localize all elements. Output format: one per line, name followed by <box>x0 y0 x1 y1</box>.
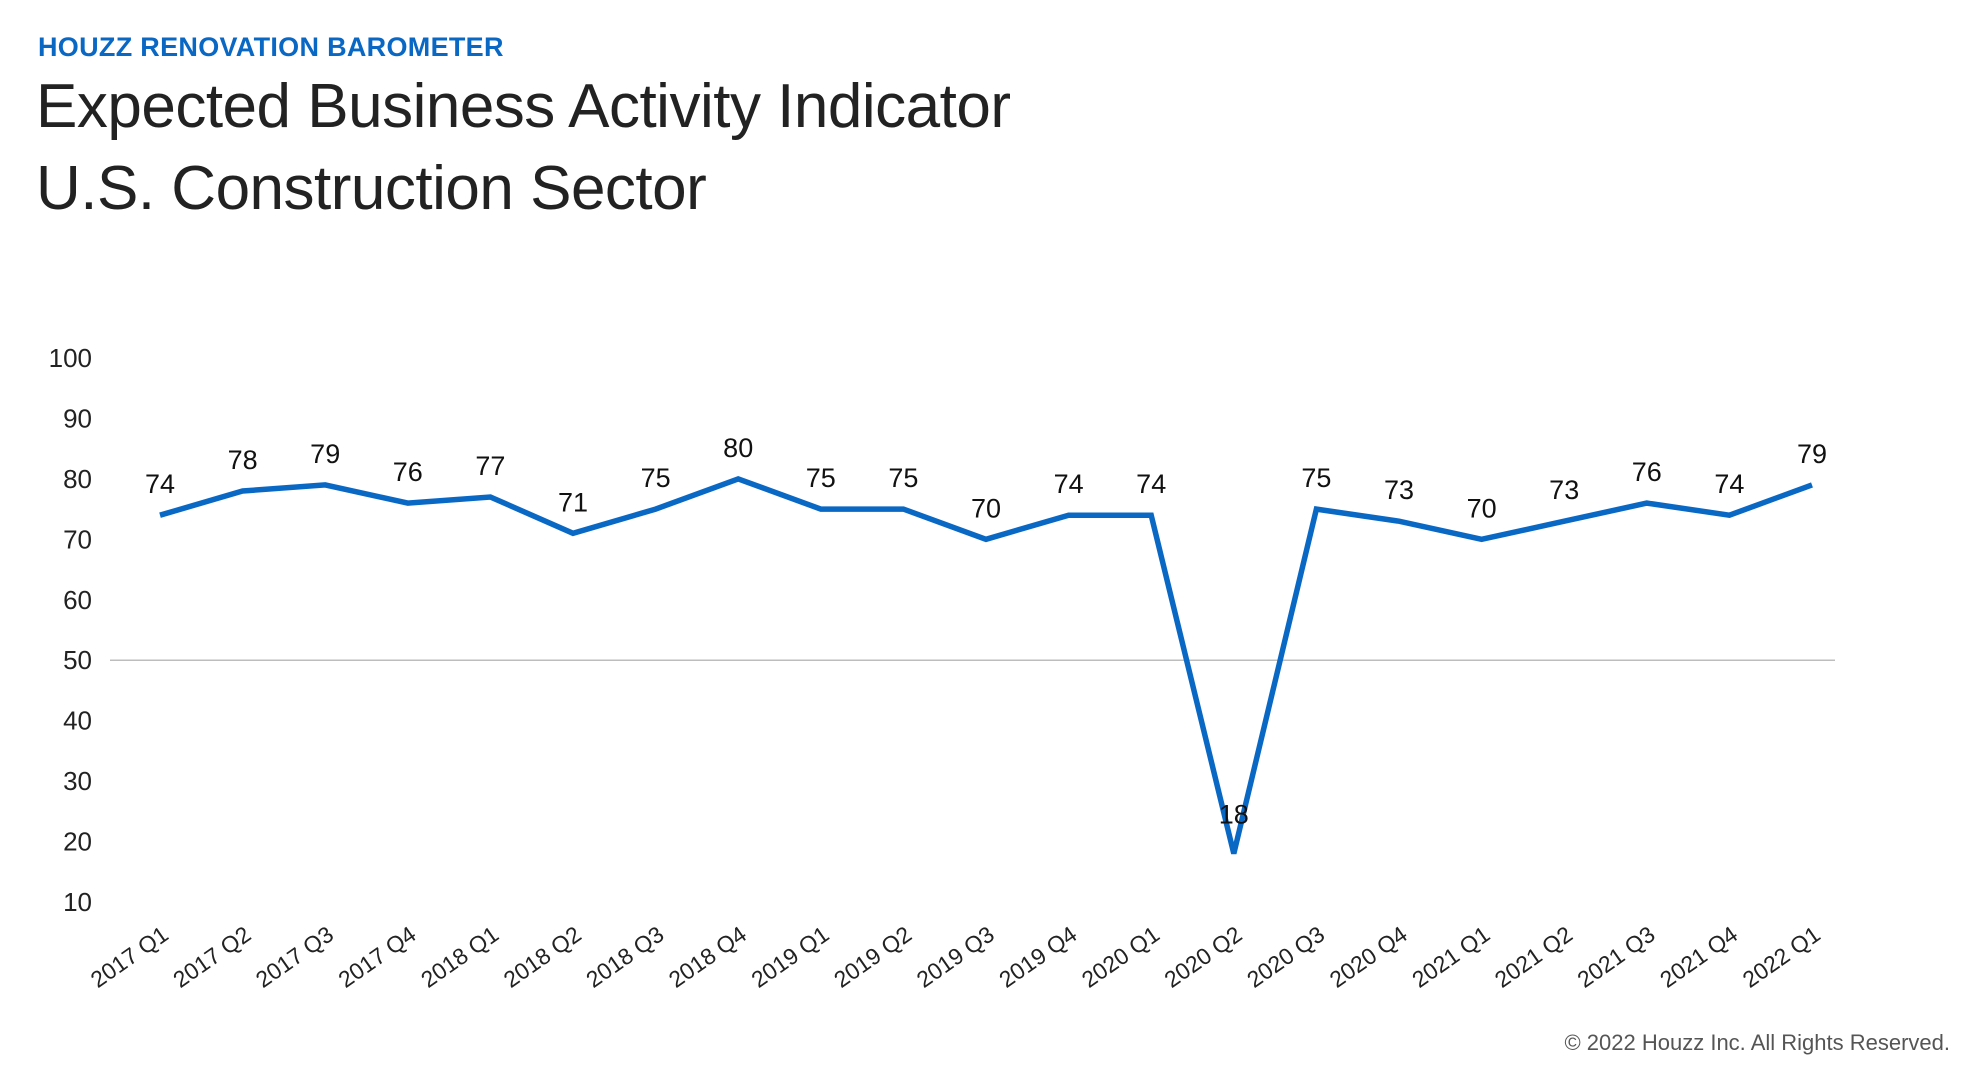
data-label: 76 <box>1632 457 1662 487</box>
x-tick-label: 2017 Q2 <box>168 921 255 993</box>
x-tick-label: 2017 Q3 <box>251 921 338 993</box>
data-label: 79 <box>1797 439 1827 469</box>
x-tick-label: 2019 Q4 <box>994 921 1081 993</box>
data-label: 18 <box>1219 800 1249 830</box>
copyright-text: © 2022 Houzz Inc. All Rights Reserved. <box>1564 1030 1950 1055</box>
x-tick-label: 2020 Q4 <box>1325 921 1412 993</box>
series-group <box>159 475 1813 855</box>
data-label: 75 <box>1301 463 1331 493</box>
data-label: 80 <box>723 433 753 463</box>
title-line-1: Expected Business Activity Indicator <box>36 72 1011 141</box>
x-tick-label: 2019 Q2 <box>829 921 916 993</box>
x-tick-label: 2019 Q3 <box>912 921 999 993</box>
data-label: 79 <box>310 439 340 469</box>
data-label: 77 <box>475 451 505 481</box>
data-label: 74 <box>145 469 175 499</box>
x-tick-label: 2020 Q2 <box>1159 921 1246 993</box>
data-label: 78 <box>228 445 258 475</box>
data-labels: 74 78 79 76 77 71 75 80 75 75 70 74 74 18 75 73 70 73 76 74… <box>145 433 1827 830</box>
y-tick-label: 80 <box>63 464 92 494</box>
y-tick-label: 30 <box>63 766 92 796</box>
data-label: 74 <box>1714 469 1744 499</box>
y-axis: 10 20 30 40 50 60 70 80 90 100 <box>49 343 92 917</box>
data-label: 73 <box>1384 475 1414 505</box>
x-tick-label: 2018 Q1 <box>416 921 503 993</box>
y-tick-label: 70 <box>63 524 92 554</box>
title-line-2: U.S. Construction Sector <box>36 154 707 223</box>
y-tick-label: 10 <box>63 887 92 917</box>
page-title: Expected Business Activity Indicator U.S… <box>36 66 1011 230</box>
data-label: 74 <box>1054 469 1084 499</box>
x-tick-label: 2018 Q4 <box>664 921 751 993</box>
x-tick-label: 2020 Q1 <box>1077 921 1164 993</box>
y-tick-label: 100 <box>49 343 92 373</box>
x-tick-label: 2021 Q3 <box>1572 921 1659 993</box>
x-tick-label: 2022 Q1 <box>1738 921 1825 993</box>
data-label: 73 <box>1549 475 1579 505</box>
x-tick-label: 2020 Q3 <box>1242 921 1329 993</box>
y-tick-label: 50 <box>63 645 92 675</box>
series-line <box>159 475 1813 855</box>
x-tick-label: 2021 Q1 <box>1407 921 1494 993</box>
x-tick-label: 2021 Q2 <box>1490 921 1577 993</box>
data-label: 71 <box>558 487 588 517</box>
data-label: 74 <box>1136 469 1166 499</box>
x-tick-label: 2017 Q1 <box>86 921 173 993</box>
x-tick-label: 2021 Q4 <box>1655 921 1742 993</box>
data-label: 75 <box>806 463 836 493</box>
data-label: 75 <box>641 463 671 493</box>
y-tick-label: 40 <box>63 706 92 736</box>
y-tick-label: 20 <box>63 827 92 857</box>
y-tick-label: 90 <box>63 403 92 433</box>
kicker-label: HOUZZ RENOVATION BAROMETER <box>38 32 504 62</box>
x-tick-label: 2018 Q3 <box>581 921 668 993</box>
data-label: 75 <box>888 463 918 493</box>
x-tick-label: 2019 Q1 <box>746 921 833 993</box>
data-label: 70 <box>971 493 1001 523</box>
y-tick-label: 60 <box>63 585 92 615</box>
data-label: 76 <box>393 457 423 487</box>
data-label: 70 <box>1467 493 1497 523</box>
x-tick-label: 2018 Q2 <box>499 921 586 993</box>
x-tick-label: 2017 Q4 <box>333 921 420 993</box>
